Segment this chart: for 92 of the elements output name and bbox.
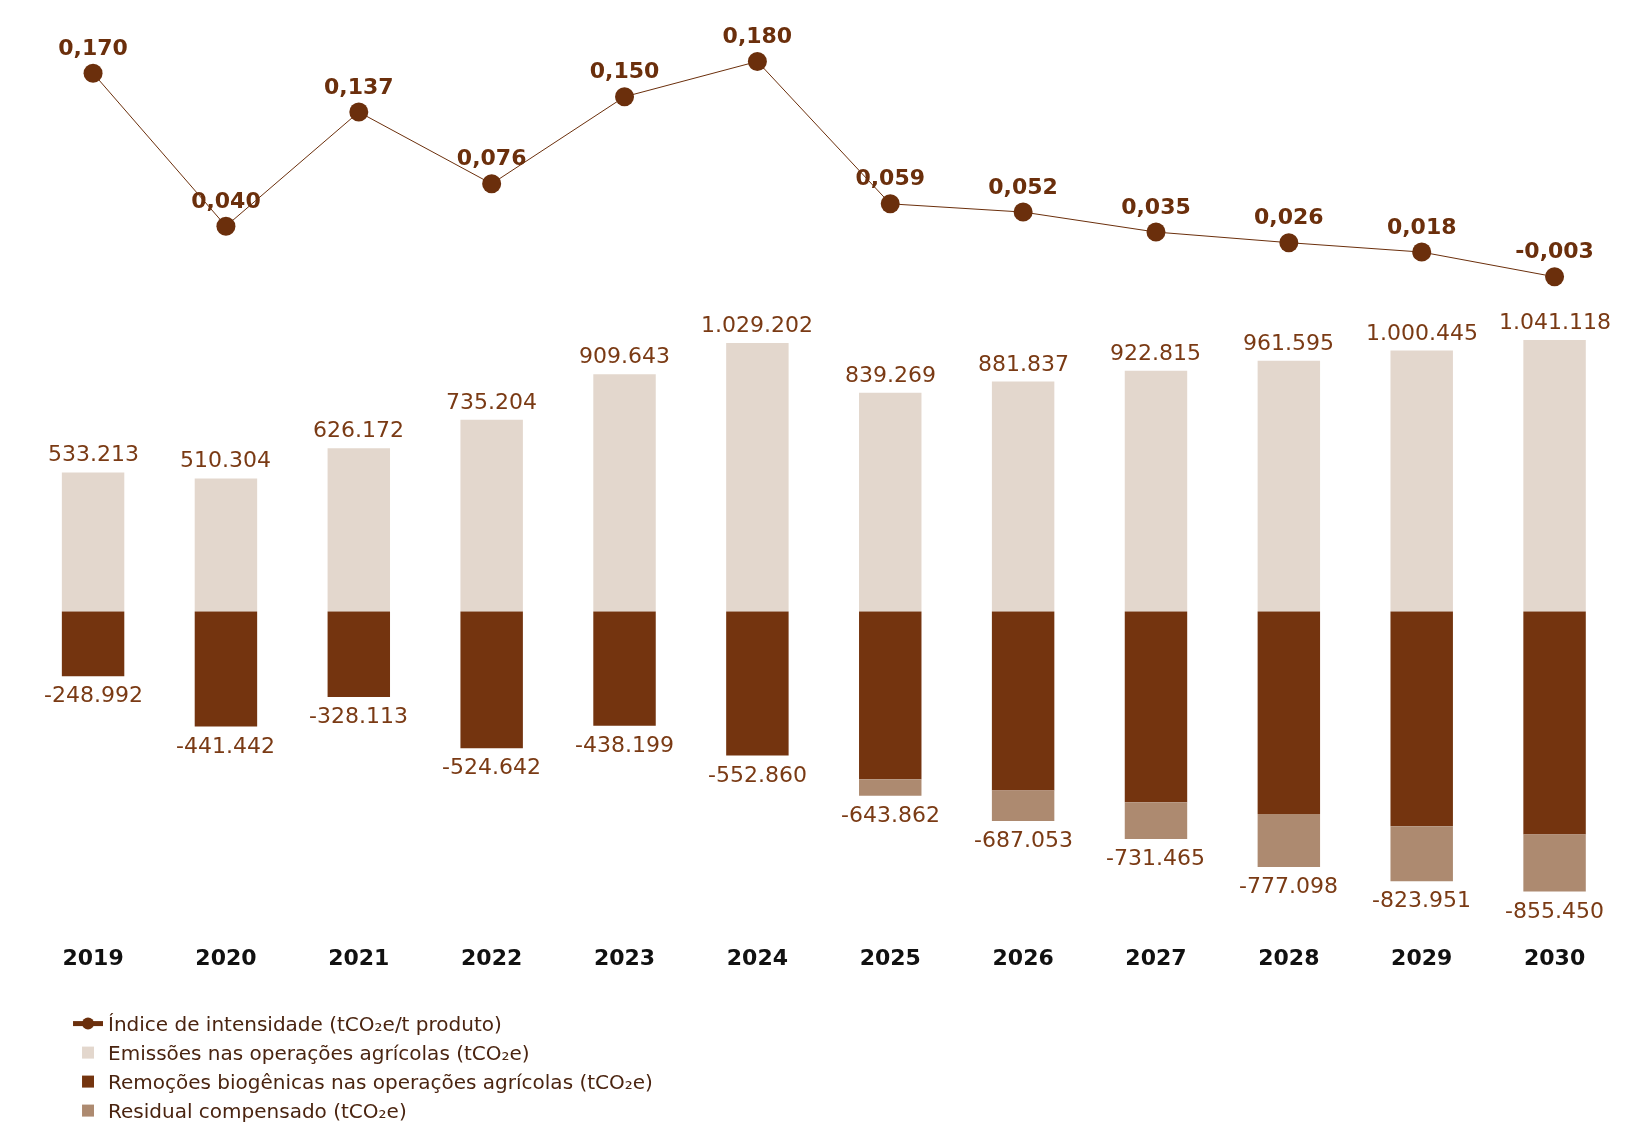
data-label: 922.815 (1110, 340, 1201, 365)
bar (1257, 814, 1321, 867)
bar (593, 374, 656, 612)
bar (1124, 802, 1188, 839)
x-tick-label: 2028 (1258, 945, 1320, 970)
bar (1523, 340, 1586, 612)
data-label: 1.029.202 (701, 312, 813, 337)
bar (1523, 834, 1586, 892)
point (615, 87, 635, 107)
bar (194, 611, 258, 727)
data-label: -552.860 (708, 762, 807, 787)
data-label: -731.465 (1106, 845, 1205, 870)
data-label: 909.643 (579, 343, 670, 368)
bar (593, 611, 656, 726)
x-tick-label: 2024 (726, 945, 789, 970)
point (747, 51, 767, 71)
point (216, 216, 236, 236)
data-label: 0,180 (722, 23, 793, 49)
data-label: -0,003 (1515, 238, 1594, 264)
data-label: -823.951 (1372, 887, 1471, 912)
bar (726, 343, 789, 612)
data-label: -524.642 (442, 754, 541, 779)
data-label: 1.000.445 (1366, 320, 1478, 345)
bar (1257, 611, 1321, 815)
data-label: 0,018 (1386, 213, 1457, 239)
x-tick-label: 2020 (195, 945, 257, 970)
data-label: 533.213 (48, 441, 139, 466)
data-label: -438.199 (575, 732, 674, 757)
data-label: 735.204 (446, 389, 537, 414)
x-tick-label: 2022 (461, 945, 523, 970)
data-label: 0,035 (1121, 193, 1191, 219)
data-label: 881.837 (978, 351, 1069, 376)
bar (1124, 370, 1188, 612)
bar (859, 611, 922, 780)
bar (460, 611, 523, 749)
data-label: -777.098 (1239, 873, 1338, 898)
bar (726, 611, 789, 756)
data-label: -855.450 (1505, 898, 1604, 923)
bar (991, 381, 1055, 612)
bar (1257, 360, 1321, 612)
x-tick-label: 2023 (593, 945, 656, 970)
data-label: -441.442 (176, 733, 275, 758)
bar (1124, 611, 1188, 803)
point (83, 63, 103, 83)
data-label: 961.595 (1243, 330, 1334, 355)
data-label: -248.992 (44, 682, 143, 707)
point (482, 174, 502, 194)
point (349, 102, 369, 122)
bar (194, 478, 258, 612)
data-label: -328.113 (309, 703, 408, 728)
legend-label: Índice de intensidade (tCO₂e/t produto) (108, 1012, 502, 1037)
legend-label: Remoções biogênicas nas operações agrícolas (tCO₂e) (108, 1070, 653, 1095)
bar (859, 392, 922, 612)
bar (991, 611, 1055, 791)
data-label: 0,052 (988, 173, 1058, 199)
x-tick-label: 2029 (1391, 945, 1453, 970)
point (1146, 222, 1166, 242)
data-label: 839.269 (845, 362, 936, 387)
data-label: 0,170 (58, 34, 128, 60)
data-label: 0,150 (589, 58, 660, 84)
bar (327, 611, 391, 697)
x-tick-label: 2027 (1125, 945, 1187, 970)
data-label: 626.172 (313, 417, 404, 442)
x-tick-label: 2025 (859, 945, 921, 970)
data-label: 0,137 (324, 73, 394, 99)
legend-label: Residual compensado (tCO₂e) (108, 1099, 407, 1124)
point (1412, 242, 1432, 262)
x-tick-label: 2026 (992, 945, 1054, 970)
bar (859, 779, 922, 796)
bar (61, 472, 125, 612)
point (1013, 202, 1033, 222)
data-label: 510.304 (180, 447, 271, 472)
bar (61, 611, 125, 677)
x-tick-label: 2030 (1523, 945, 1586, 970)
data-label: -643.862 (841, 802, 940, 827)
legend-label: Emissões nas operações agrícolas (tCO₂e) (108, 1041, 530, 1066)
data-label: 0,026 (1254, 204, 1324, 230)
bar (327, 448, 391, 612)
data-label: 0,076 (456, 145, 527, 171)
point (1279, 233, 1299, 253)
x-tick-label: 2021 (328, 945, 390, 970)
bar (1390, 611, 1453, 827)
data-label: 1.041.118 (1499, 309, 1611, 334)
point (880, 194, 900, 214)
bar (1390, 350, 1453, 612)
bar (1523, 611, 1586, 835)
bar (460, 419, 523, 612)
bar (991, 790, 1055, 822)
point (1545, 267, 1565, 287)
x-tick-label: 2019 (62, 945, 124, 970)
data-label: -687.053 (974, 827, 1073, 852)
bar (1390, 826, 1453, 882)
